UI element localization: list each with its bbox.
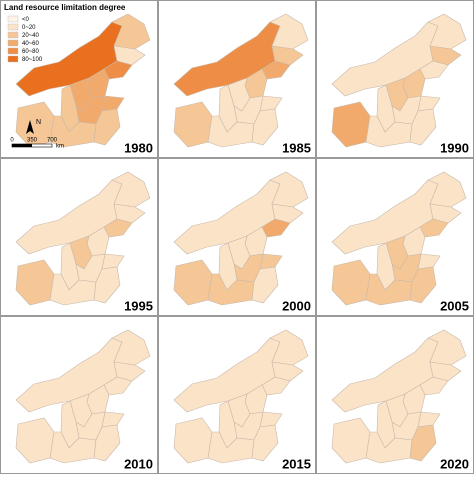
- region: [111, 171, 151, 208]
- region: [251, 266, 279, 304]
- year-label: 1990: [440, 140, 469, 155]
- region: [409, 424, 437, 462]
- region: [173, 417, 213, 464]
- region: [93, 108, 121, 146]
- region: [111, 329, 151, 366]
- region: [259, 411, 283, 428]
- legend-swatch: [7, 31, 19, 39]
- region: [173, 259, 213, 306]
- map: [173, 13, 309, 148]
- region: [113, 203, 146, 224]
- region: [409, 108, 437, 146]
- year-label: 2015: [282, 456, 311, 471]
- region: [101, 95, 125, 112]
- legend-label: 40~60: [22, 41, 40, 47]
- region: [259, 253, 283, 270]
- year-label: 1995: [124, 298, 153, 313]
- scale-tick-label: 350: [27, 138, 38, 144]
- region: [271, 203, 304, 224]
- region: [417, 253, 441, 270]
- legend-label: 80~100: [22, 57, 43, 63]
- scale-tick-label: 0: [10, 138, 14, 144]
- region: [409, 266, 437, 304]
- region: [15, 417, 55, 464]
- region: [173, 101, 213, 148]
- map-panel: 2010: [0, 316, 158, 474]
- region: [429, 45, 462, 66]
- legend-swatch: [7, 47, 19, 55]
- region: [113, 45, 146, 66]
- region: [93, 424, 121, 462]
- map: [331, 13, 467, 148]
- scale-bar-fill: [12, 144, 32, 147]
- region: [111, 13, 151, 50]
- region: [417, 411, 441, 428]
- region: [251, 424, 279, 462]
- legend-swatch: [7, 23, 19, 31]
- region: [113, 361, 146, 382]
- region: [15, 259, 55, 306]
- map: [15, 171, 151, 306]
- map-panel: 2020: [316, 316, 474, 474]
- map-panel: 1985: [158, 0, 316, 158]
- region: [269, 171, 309, 208]
- north-arrow: [26, 120, 34, 134]
- region: [331, 417, 371, 464]
- region: [427, 13, 467, 50]
- year-label: 1980: [124, 140, 153, 155]
- panel-border: [0, 0, 158, 158]
- legend-swatch: [7, 39, 19, 47]
- year-label: 2010: [124, 456, 153, 471]
- region: [101, 411, 125, 428]
- region: [271, 45, 304, 66]
- region: [269, 13, 309, 50]
- legend-label: 0~20: [22, 25, 36, 31]
- year-label: 1985: [282, 140, 311, 155]
- region: [271, 361, 304, 382]
- map: [173, 329, 309, 464]
- legend-title: Land resource limitation degree: [4, 3, 126, 12]
- legend-label: 20~40: [22, 33, 40, 39]
- map-panel: 1980: [0, 0, 158, 158]
- panel-border: [0, 158, 158, 316]
- north-label: N: [36, 119, 41, 126]
- legend-swatch: [7, 55, 19, 63]
- legend: Land resource limitation degree <0 0~20 20~…: [4, 3, 126, 63]
- region: [331, 101, 371, 148]
- region: [259, 95, 283, 112]
- legend-label: 60~80: [22, 49, 40, 55]
- region: [101, 253, 125, 270]
- region: [93, 266, 121, 304]
- legend-swatch: [7, 15, 19, 23]
- year-label: 2000: [282, 298, 311, 313]
- map-panel: 2005: [316, 158, 474, 316]
- map: [15, 13, 151, 148]
- map-panel: 1995: [0, 158, 158, 316]
- scale-unit: km: [56, 144, 64, 150]
- map: [173, 171, 309, 306]
- map: [331, 171, 467, 306]
- map-panel: 1990: [316, 0, 474, 158]
- region: [269, 329, 309, 366]
- region: [251, 108, 279, 146]
- year-label: 2020: [440, 456, 469, 471]
- legend-label: <0: [22, 17, 30, 23]
- region: [427, 329, 467, 366]
- panel-border: [158, 158, 316, 316]
- map-panel: 2000: [158, 158, 316, 316]
- region: [331, 259, 371, 306]
- map: [15, 329, 151, 464]
- map: [331, 329, 467, 464]
- region: [429, 361, 462, 382]
- map-panel: 2015: [158, 316, 316, 474]
- year-label: 2005: [440, 298, 469, 313]
- region: [429, 203, 462, 224]
- region: [427, 171, 467, 208]
- panel-border: [158, 0, 316, 158]
- region: [417, 95, 441, 112]
- scale-tick-label: 700: [47, 138, 58, 144]
